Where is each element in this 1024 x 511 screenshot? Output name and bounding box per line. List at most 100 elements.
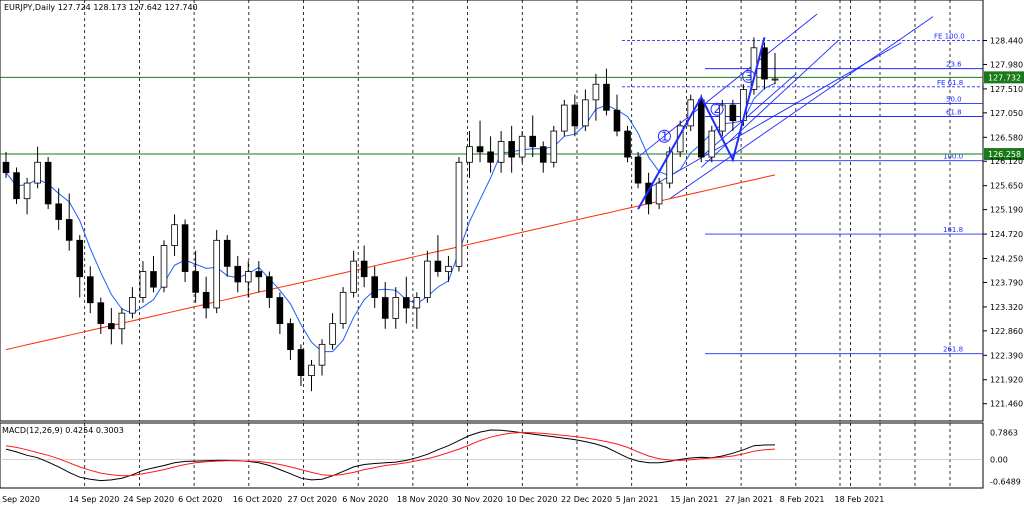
candle-body-up <box>550 130 558 163</box>
price-tick-label: 123.320 <box>990 303 1023 312</box>
fib-level-label: 100.0 <box>943 153 963 161</box>
fib-level-label: 61.8 <box>946 108 962 116</box>
date-tick-label: 22 Dec 2020 <box>561 495 612 504</box>
date-tick-label: 6 Nov 2020 <box>342 495 388 504</box>
price-badge-value: 126.258 <box>988 150 1021 159</box>
wave-label-circle <box>657 129 671 143</box>
candle-body-up <box>129 297 136 314</box>
price-tick-label: 126.120 <box>990 157 1023 166</box>
fib-level-label: 261.8 <box>943 346 963 354</box>
candle-body-up <box>771 78 779 81</box>
price-tick-label: 123.790 <box>990 278 1023 287</box>
candle-body-down <box>255 271 263 278</box>
trend-channel-line <box>700 40 839 168</box>
price-tick-label: 127.050 <box>990 109 1023 118</box>
wave-zigzag <box>637 37 766 210</box>
candle-body-down <box>360 260 368 278</box>
date-tick-label: 16 Oct 2020 <box>233 495 282 504</box>
candle-body-up <box>445 265 452 272</box>
candle-body-down <box>381 297 389 319</box>
date-tick-label: 27 Jan 2021 <box>725 495 773 504</box>
candle-body-down <box>65 219 73 241</box>
candle-body-down <box>487 151 494 163</box>
candle-body-up <box>160 245 168 288</box>
candle-body-up <box>392 297 400 319</box>
fib-level-label: FE 61.8 <box>937 79 963 87</box>
candle-body-up <box>424 260 431 298</box>
chart-header: EURJPY,Daily 127.724 128.173 127.642 127… <box>4 3 198 12</box>
candle-body-down <box>76 239 84 278</box>
date-axis: Sep 2020 14 Sep 2020 24 Sep 2020 6 Oct 2020… <box>2 495 884 504</box>
candle-body-down <box>192 271 199 293</box>
date-tick-label: 14 Sep 2020 <box>69 495 120 504</box>
date-tick-label: 24 Sep 2020 <box>123 495 174 504</box>
candle-body-down <box>571 104 579 127</box>
price-pane-frame <box>0 0 984 422</box>
price-tick-label: 122.390 <box>990 351 1023 360</box>
macd-signal-line <box>5 431 776 477</box>
candle-body-up <box>34 161 41 184</box>
date-tick-label: 6 Oct 2020 <box>178 495 222 504</box>
candle-body-down <box>508 141 515 158</box>
candle-body-up <box>518 135 526 158</box>
candle-body-up <box>592 83 600 101</box>
date-tick-label: 30 Nov 2020 <box>452 495 503 504</box>
candle-body-down <box>697 99 705 158</box>
price-tick-label: 128.440 <box>990 37 1023 46</box>
trend-channel-line <box>700 73 797 158</box>
wave-label: 2 <box>714 102 722 116</box>
candle-body-up <box>582 99 589 127</box>
candle-body-up <box>497 141 505 163</box>
candle-body-up <box>455 161 463 267</box>
fib-level-label: FE 100.0 <box>934 33 965 41</box>
candle-body-up <box>244 271 252 283</box>
candle-body-down <box>761 47 768 80</box>
candle-body-down <box>202 291 210 309</box>
price-tick-label: 127.510 <box>990 85 1023 94</box>
candle-body-down <box>44 161 52 205</box>
candle-body-up <box>655 182 663 205</box>
price-badge-value: 127.732 <box>988 73 1021 82</box>
wave-label-circle <box>710 102 724 116</box>
candle-body-down <box>645 182 652 205</box>
macd-indicator <box>0 429 983 482</box>
price-badge <box>984 71 1024 84</box>
candle-body-down <box>613 109 621 132</box>
date-tick-label: 8 Feb 2021 <box>780 495 825 504</box>
candle-body-up <box>561 104 568 132</box>
price-tick-label: 121.920 <box>990 376 1023 385</box>
date-tick-label: 15 Jan 2021 <box>670 495 718 504</box>
candle-body-down <box>55 203 62 220</box>
candle-body-down <box>434 260 442 272</box>
candle-body-up <box>118 312 126 330</box>
candle-body-up <box>213 239 220 309</box>
macd-tick-label: 0.7863 <box>990 429 1018 438</box>
price-tick-label: 124.250 <box>990 255 1023 264</box>
candle-body-down <box>529 135 537 148</box>
date-tick-label: 18 Nov 2020 <box>397 495 448 504</box>
candle-body-down <box>297 349 305 376</box>
price-tick-label: 124.720 <box>990 230 1023 239</box>
candle-body-down <box>97 302 105 324</box>
fib-level-label: 50.0 <box>946 95 962 103</box>
candle-body-down <box>181 224 189 272</box>
candle-body-down <box>266 276 273 298</box>
candle-body-down <box>287 323 294 350</box>
wave-label: 3 <box>745 69 753 83</box>
price-tick-label: 127.980 <box>990 60 1023 69</box>
wave-annotations: 1 2 3 <box>637 37 766 210</box>
date-tick-label: 5 Jan 2021 <box>616 495 659 504</box>
fib-level-label: 161.8 <box>943 226 963 234</box>
price-tick-label: 125.650 <box>990 182 1023 191</box>
candle-body-down <box>371 276 378 298</box>
candle-body-down <box>276 297 284 324</box>
candle-body-up <box>708 130 716 158</box>
candle-body-down <box>624 130 631 158</box>
candle-body-up <box>23 182 31 200</box>
candle-body-down <box>634 156 642 184</box>
date-tick-label: 18 Feb 2021 <box>835 495 885 504</box>
candle-body-down <box>150 271 157 288</box>
date-tick-label: 10 Dec 2020 <box>506 495 557 504</box>
